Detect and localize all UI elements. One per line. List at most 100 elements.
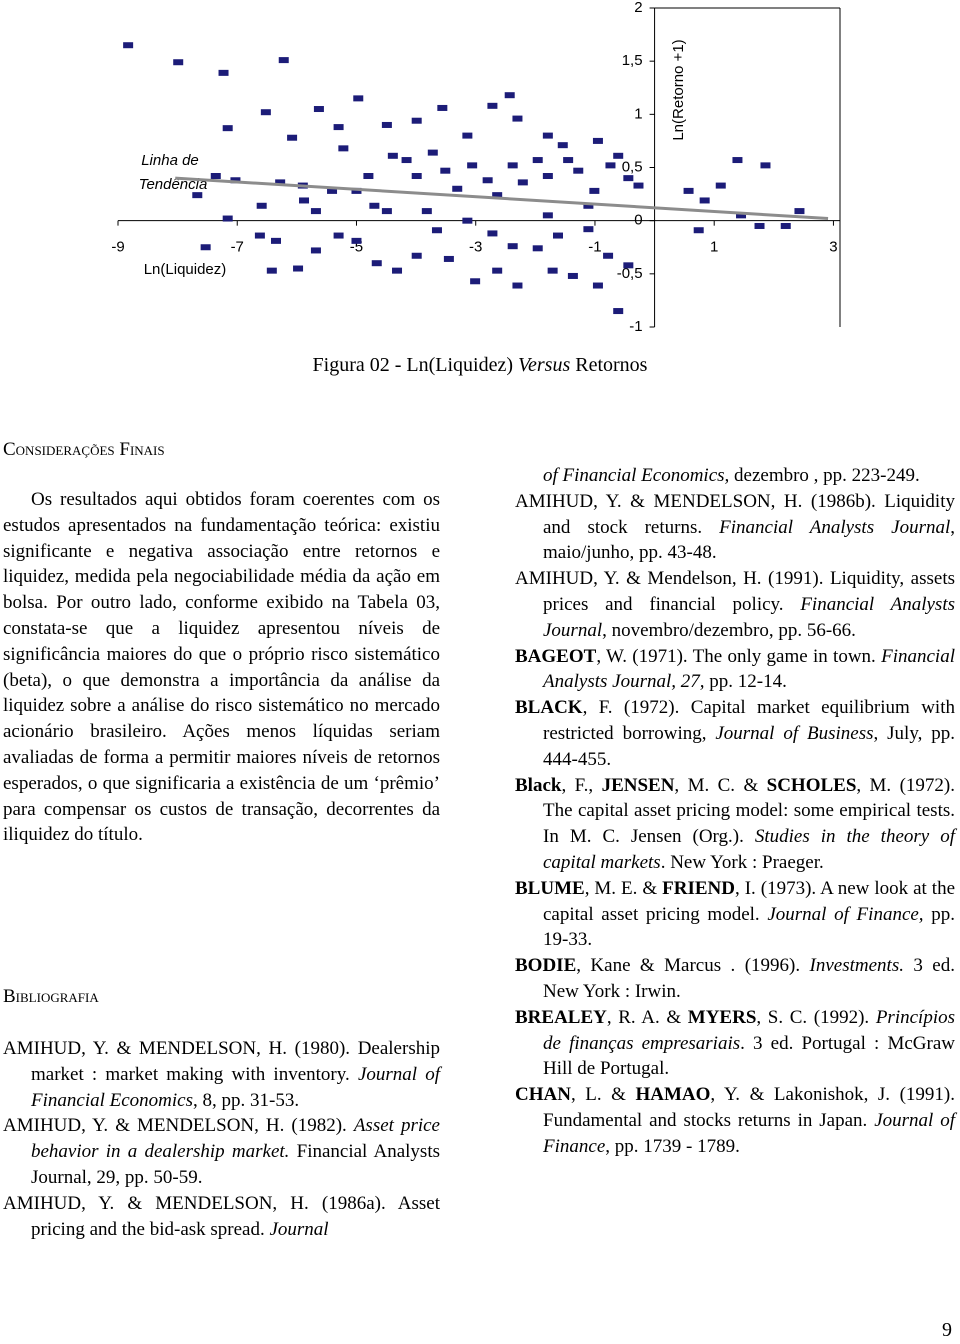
- text-run: JENSEN: [601, 774, 675, 796]
- text-run: FRIEND: [662, 877, 735, 899]
- text-run: , pp. 1739 - 1789.: [605, 1135, 740, 1157]
- data-point: [563, 157, 574, 164]
- data-point: [287, 134, 298, 141]
- text-run: pp. 12-14.: [704, 671, 787, 693]
- data-point: [567, 272, 578, 279]
- reference: CHAN, L. & HAMAO, Y. & Lakonishok, J. (1…: [515, 1082, 955, 1159]
- x-tick-label: -9: [111, 239, 124, 256]
- text-run: SCHOLES: [766, 774, 857, 796]
- chart: Ln(Liquidez) Ln(Retorno +1) Linha de Ten…: [111, 0, 841, 335]
- y-tick-label: 0,5: [622, 158, 643, 175]
- data-point: [338, 145, 349, 152]
- text-run: , R. A. &: [606, 1006, 688, 1028]
- data-point: [363, 173, 374, 180]
- y-tick-label: 1,5: [622, 52, 643, 69]
- data-point: [230, 177, 241, 184]
- y-tick-label: -1: [629, 318, 642, 335]
- data-point: [401, 157, 412, 164]
- text-run: AMIHUD, Y. & Mendelson, H. (1991). Liqui…: [515, 568, 955, 615]
- data-point: [542, 132, 553, 139]
- text-run: , F. (1972). Capital market equilibrium …: [543, 697, 955, 744]
- data-point: [467, 162, 478, 169]
- data-point: [517, 179, 528, 186]
- data-point: [411, 173, 422, 180]
- data-point: [218, 69, 229, 76]
- text-run: , M. C. &: [674, 774, 767, 796]
- data-point: [371, 260, 382, 267]
- text-run: , novembro/dezembro, pp. 56-66.: [602, 619, 856, 641]
- text-run: Asset price behavior in a dealership mar…: [31, 1115, 440, 1163]
- text-run: , July, pp. 444-455.: [543, 722, 955, 770]
- text-run: Retornos: [570, 354, 648, 376]
- data-point: [512, 115, 523, 122]
- text-run: , M. (1972). The capital asset pricing m…: [543, 774, 955, 848]
- text-run: AMIHUD, Y. & MENDELSON, H. (1982).: [3, 1115, 354, 1137]
- data-point: [557, 142, 568, 149]
- data-point: [256, 202, 267, 209]
- text-run: BAGEOT: [515, 645, 597, 667]
- reference-list: AMIHUD, Y. & MENDELSON, H. (1980). Deale…: [3, 1036, 440, 1242]
- text-run: , maio/junho, pp. 43-48.: [543, 516, 955, 564]
- data-point: [266, 267, 277, 274]
- data-point: [732, 157, 743, 164]
- data-point: [583, 226, 594, 233]
- data-point: [123, 42, 134, 49]
- text-run: Journal: [269, 1218, 329, 1240]
- text-run: Journal of Finance,: [767, 903, 924, 925]
- data-point: [542, 212, 553, 219]
- trendline: [175, 176, 829, 221]
- text-run: , I. (1973). A new look at the capital a…: [543, 877, 956, 925]
- reference: BAGEOT, W. (1971). The only game in town…: [515, 644, 955, 696]
- reference: BLACK, F. (1972). Capital market equilib…: [515, 695, 955, 772]
- data-point: [487, 230, 498, 237]
- reference: BREALEY, R. A. & MYERS, S. C. (1992). Pr…: [515, 1005, 955, 1082]
- data-point: [443, 255, 454, 262]
- reference: Black, F., JENSEN, M. C. & SCHOLES, M. (…: [515, 773, 955, 876]
- data-point: [353, 95, 364, 102]
- section-heading: Bibliografia: [3, 986, 99, 1007]
- data-point: [532, 157, 543, 164]
- data-point: [623, 175, 634, 182]
- text-run: Investments.: [809, 955, 904, 977]
- data-point: [623, 262, 634, 269]
- data-point: [310, 247, 321, 254]
- text-run: , 8, pp. 31-53.: [193, 1089, 300, 1111]
- data-point: [633, 182, 644, 189]
- data-point: [507, 243, 518, 250]
- data-point: [754, 222, 765, 229]
- y-tick-label: 0: [634, 212, 642, 229]
- data-point: [260, 109, 271, 116]
- data-point: [492, 192, 503, 199]
- data-point: [351, 187, 362, 194]
- data-point: [313, 106, 324, 113]
- x-tick-label: -1: [588, 239, 601, 256]
- data-point: [462, 132, 473, 139]
- data-point: [381, 208, 392, 215]
- text-run: Black: [515, 774, 562, 796]
- reference-list: of Financial Economics, dezembro , pp. 2…: [515, 463, 955, 1160]
- data-point: [605, 162, 616, 169]
- data-point: [504, 92, 515, 99]
- text-run: Journal of Business: [715, 722, 874, 744]
- x-tick-label: 3: [829, 239, 837, 256]
- text-run: of Financial Economics,: [543, 465, 730, 486]
- x-tick-label: 1: [710, 239, 718, 256]
- data-point: [293, 265, 304, 272]
- data-point: [542, 173, 553, 180]
- data-point: [381, 121, 392, 128]
- data-point: [210, 173, 221, 180]
- data-point: [411, 117, 422, 124]
- data-point: [333, 124, 344, 131]
- text-run: AMIHUD, Y. & MENDELSON, H. (1980). Deale…: [3, 1038, 440, 1085]
- reference: BLUME, M. E. & FRIEND, I. (1973). A new …: [515, 876, 955, 953]
- data-point: [462, 217, 473, 224]
- data-point: [693, 227, 704, 234]
- x-tick-label: -3: [469, 239, 482, 256]
- data-point: [411, 252, 422, 259]
- paragraph: Os resultados aqui obtidos foram coerent…: [3, 489, 440, 846]
- y-axis-title: Ln(Retorno +1): [670, 39, 687, 140]
- data-point: [613, 152, 624, 159]
- data-point: [613, 308, 624, 315]
- data-point: [589, 187, 600, 194]
- figure-caption: Figura 02 - Ln(Liquidez) Versus Retornos: [0, 353, 960, 379]
